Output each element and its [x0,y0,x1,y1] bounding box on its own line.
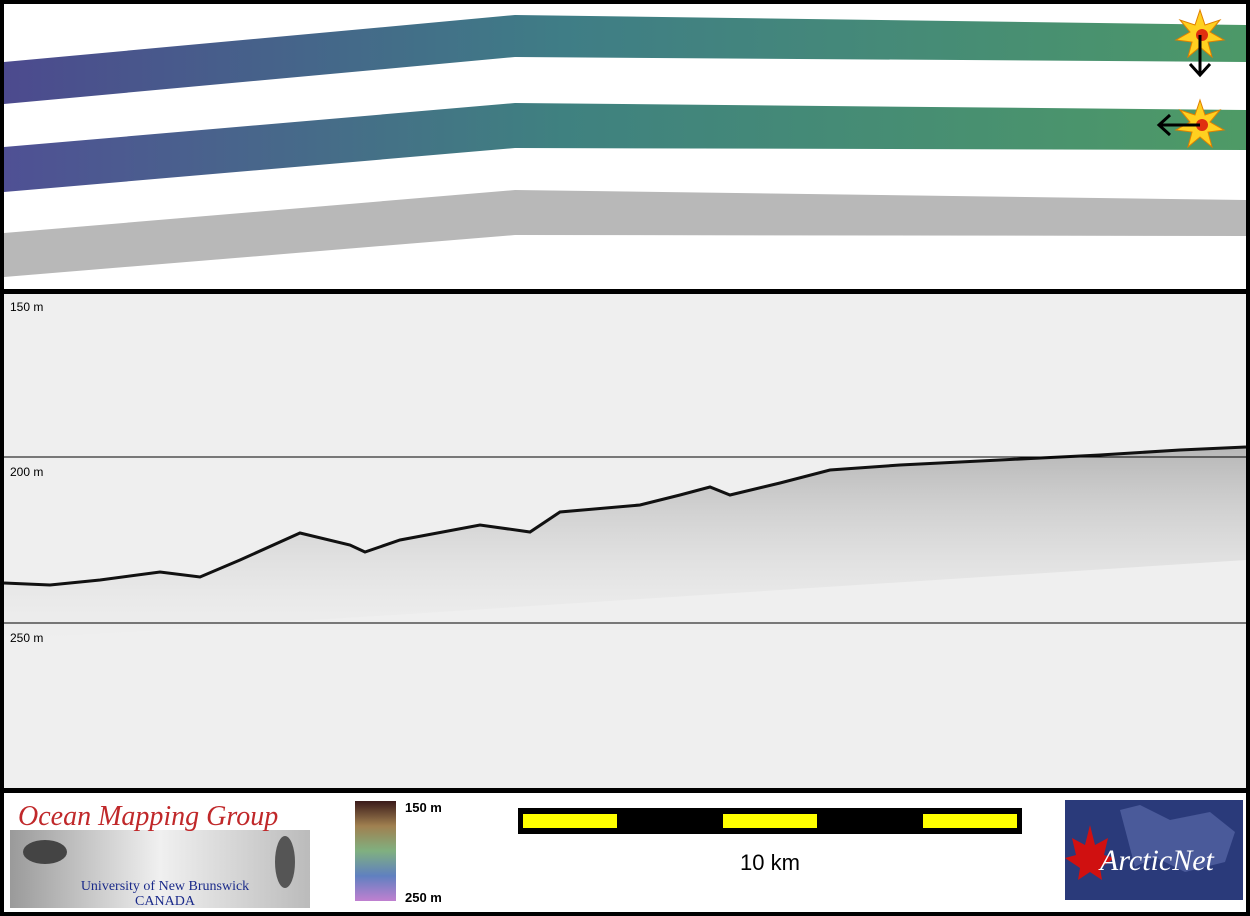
logo-ship [23,840,67,864]
logo-text: ArcticNet [1098,844,1215,877]
logo-title: Ocean Mapping Group [18,801,278,832]
colorbar [355,801,396,901]
logo-country: CANADA [135,894,196,909]
swath [4,103,1246,192]
scale-bar-segment [523,814,617,828]
omg-logo: Ocean Mapping Group University of New Br… [10,801,310,909]
colorbar-label: 150 m [405,800,442,815]
depth-label: 150 m [10,300,43,314]
scale-bar-segment [923,814,1017,828]
depth-label: 250 m [10,631,43,645]
backscatter-swath [4,190,1246,277]
colorbar-label: 250 m [405,890,442,905]
scale-bar-segment [723,814,817,828]
position-marker [1174,8,1226,78]
depth-label: 200 m [10,465,43,479]
logo-institution: University of New Brunswick [81,879,249,894]
scale-bar: 10 km [518,808,1022,875]
logo-image [10,830,310,908]
seabed-profile [3,445,1247,587]
scale-label: 10 km [740,850,800,875]
arcticnet-logo: ArcticNet [1065,800,1243,900]
swath [4,15,1246,104]
position-marker [1156,98,1226,149]
echo-scatter [4,447,1246,640]
logo-map [1120,805,1235,872]
logo-ship [275,836,295,888]
maple-leaf [1065,825,1115,880]
